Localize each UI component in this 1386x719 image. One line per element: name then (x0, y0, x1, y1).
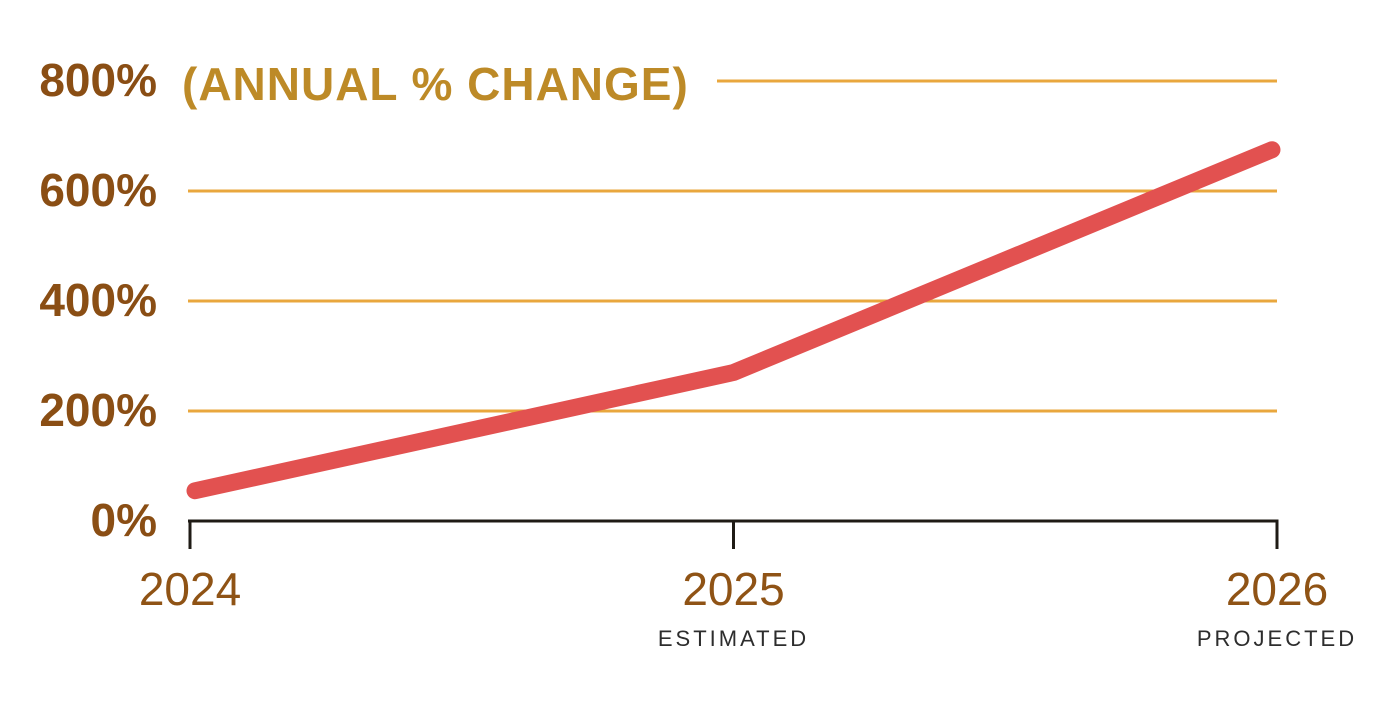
y-axis-label-800pct: 800% (39, 53, 157, 106)
y-axis-label-600pct: 600% (39, 163, 157, 216)
x-axis-label-2025: 2025 (682, 563, 785, 615)
chart-title: (ANNUAL % CHANGE) (182, 57, 689, 110)
trend-line-annual-percent-change (186, 141, 1281, 500)
x-axis-label-2026: 2026 (1225, 563, 1329, 615)
gridlines (188, 79, 1277, 413)
x-axis (188, 519, 1279, 549)
y-axis-label-400pct: 400% (39, 273, 157, 326)
y-axis-label-200pct: 200% (39, 383, 157, 436)
x-axis-sublabel-projected: PROJECTED (1196, 626, 1358, 651)
x-axis-label-2024: 2024 (138, 563, 242, 615)
data-series (186, 141, 1281, 500)
y-axis-label-0pct: 0% (90, 493, 157, 546)
x-axis-sublabel-estimated: ESTIMATED (657, 626, 810, 651)
